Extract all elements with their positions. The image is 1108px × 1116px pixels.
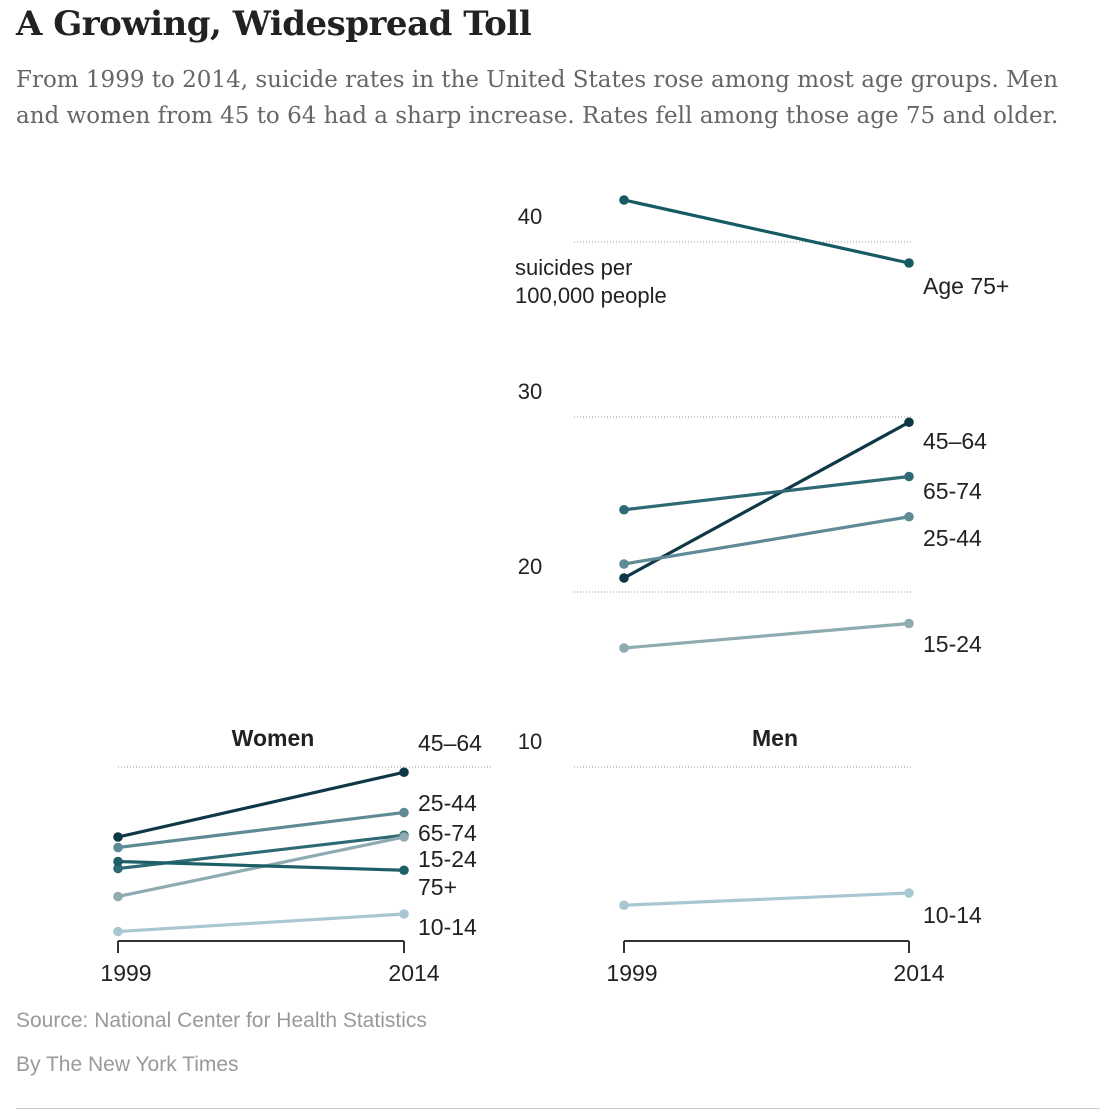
men-series-label-0: Age 75+: [923, 273, 1009, 299]
men-panel-title: Men: [752, 725, 798, 751]
women-series-label-0: 45–64: [418, 730, 482, 756]
women-x-label-2014: 2014: [388, 960, 439, 986]
men-point-1999-0: [619, 195, 629, 205]
men-series-label-5: 10-14: [923, 902, 982, 928]
men-point-2014-5: [904, 888, 914, 898]
men-point-1999-3: [619, 559, 629, 569]
women-panel-title: Women: [232, 725, 315, 751]
women-series-label-1: 25-44: [418, 790, 477, 816]
women-series-line-4: [116, 859, 406, 872]
women-point-1999-2: [113, 863, 123, 874]
men-point-1999-5: [619, 900, 629, 911]
y-axis-label: suicides per 100,000 people: [515, 255, 667, 308]
men-point-1999-2: [619, 504, 629, 515]
women-point-2014-3: [399, 832, 409, 842]
women-series-line-5: [116, 912, 406, 934]
men-series-label-1: 45–64: [923, 428, 987, 454]
women-series-label-3: 15-24: [418, 846, 477, 872]
women-point-1999-5: [113, 926, 123, 937]
men-point-1999-1: [619, 573, 629, 583]
subhead: From 1999 to 2014, suicide rates in the …: [16, 67, 1059, 129]
women-point-1999-4: [113, 856, 123, 867]
men-series-line-5: [622, 891, 911, 907]
men-point-2014-2: [904, 471, 914, 482]
women-point-2014-5: [399, 909, 409, 919]
men-series-label-2: 65-74: [923, 478, 982, 504]
men-series-line-3: [622, 515, 911, 566]
y-tick-label-30: 30: [518, 379, 542, 404]
men-x-label-1999: 1999: [606, 960, 657, 986]
men-point-2014-0: [904, 258, 914, 268]
women-series-line-0: [116, 770, 406, 839]
men-series-line-1: [622, 420, 911, 580]
source-note: Source: National Center for Health Stati…: [16, 1009, 427, 1032]
men-series-line-2: [622, 474, 911, 512]
women-series-label-5: 10-14: [418, 914, 477, 940]
men-point-2014-3: [904, 511, 914, 522]
men-x-label-2014: 2014: [893, 960, 944, 986]
headline: A Growing, Widespread Toll: [16, 4, 532, 44]
byline: By The New York Times: [16, 1053, 239, 1076]
women-x-label-1999: 1999: [100, 960, 151, 986]
women-series-label-2: 65-74: [418, 820, 477, 846]
women-point-2014-4: [399, 865, 409, 876]
men-series-label-3: 25-44: [923, 525, 982, 551]
women-series-line-1: [116, 810, 406, 850]
women-point-2014-1: [399, 807, 409, 818]
y-tick-label-10: 10: [518, 729, 542, 754]
women-point-1999-3: [113, 891, 123, 902]
y-tick-label-40: 40: [518, 204, 542, 229]
men-point-2014-1: [904, 417, 914, 428]
men-point-1999-4: [619, 643, 629, 653]
women-point-1999-0: [113, 832, 123, 842]
y-tick-label-20: 20: [518, 554, 542, 579]
men-series-line-0: [622, 198, 911, 265]
women-series-label-4: 75+: [418, 874, 457, 900]
women-point-2014-0: [399, 767, 409, 778]
women-point-1999-1: [113, 842, 123, 853]
men-series-label-4: 15-24: [923, 631, 982, 657]
bottom-divider: [16, 1108, 1100, 1109]
men-point-2014-4: [904, 618, 914, 629]
men-series-line-4: [622, 621, 911, 650]
